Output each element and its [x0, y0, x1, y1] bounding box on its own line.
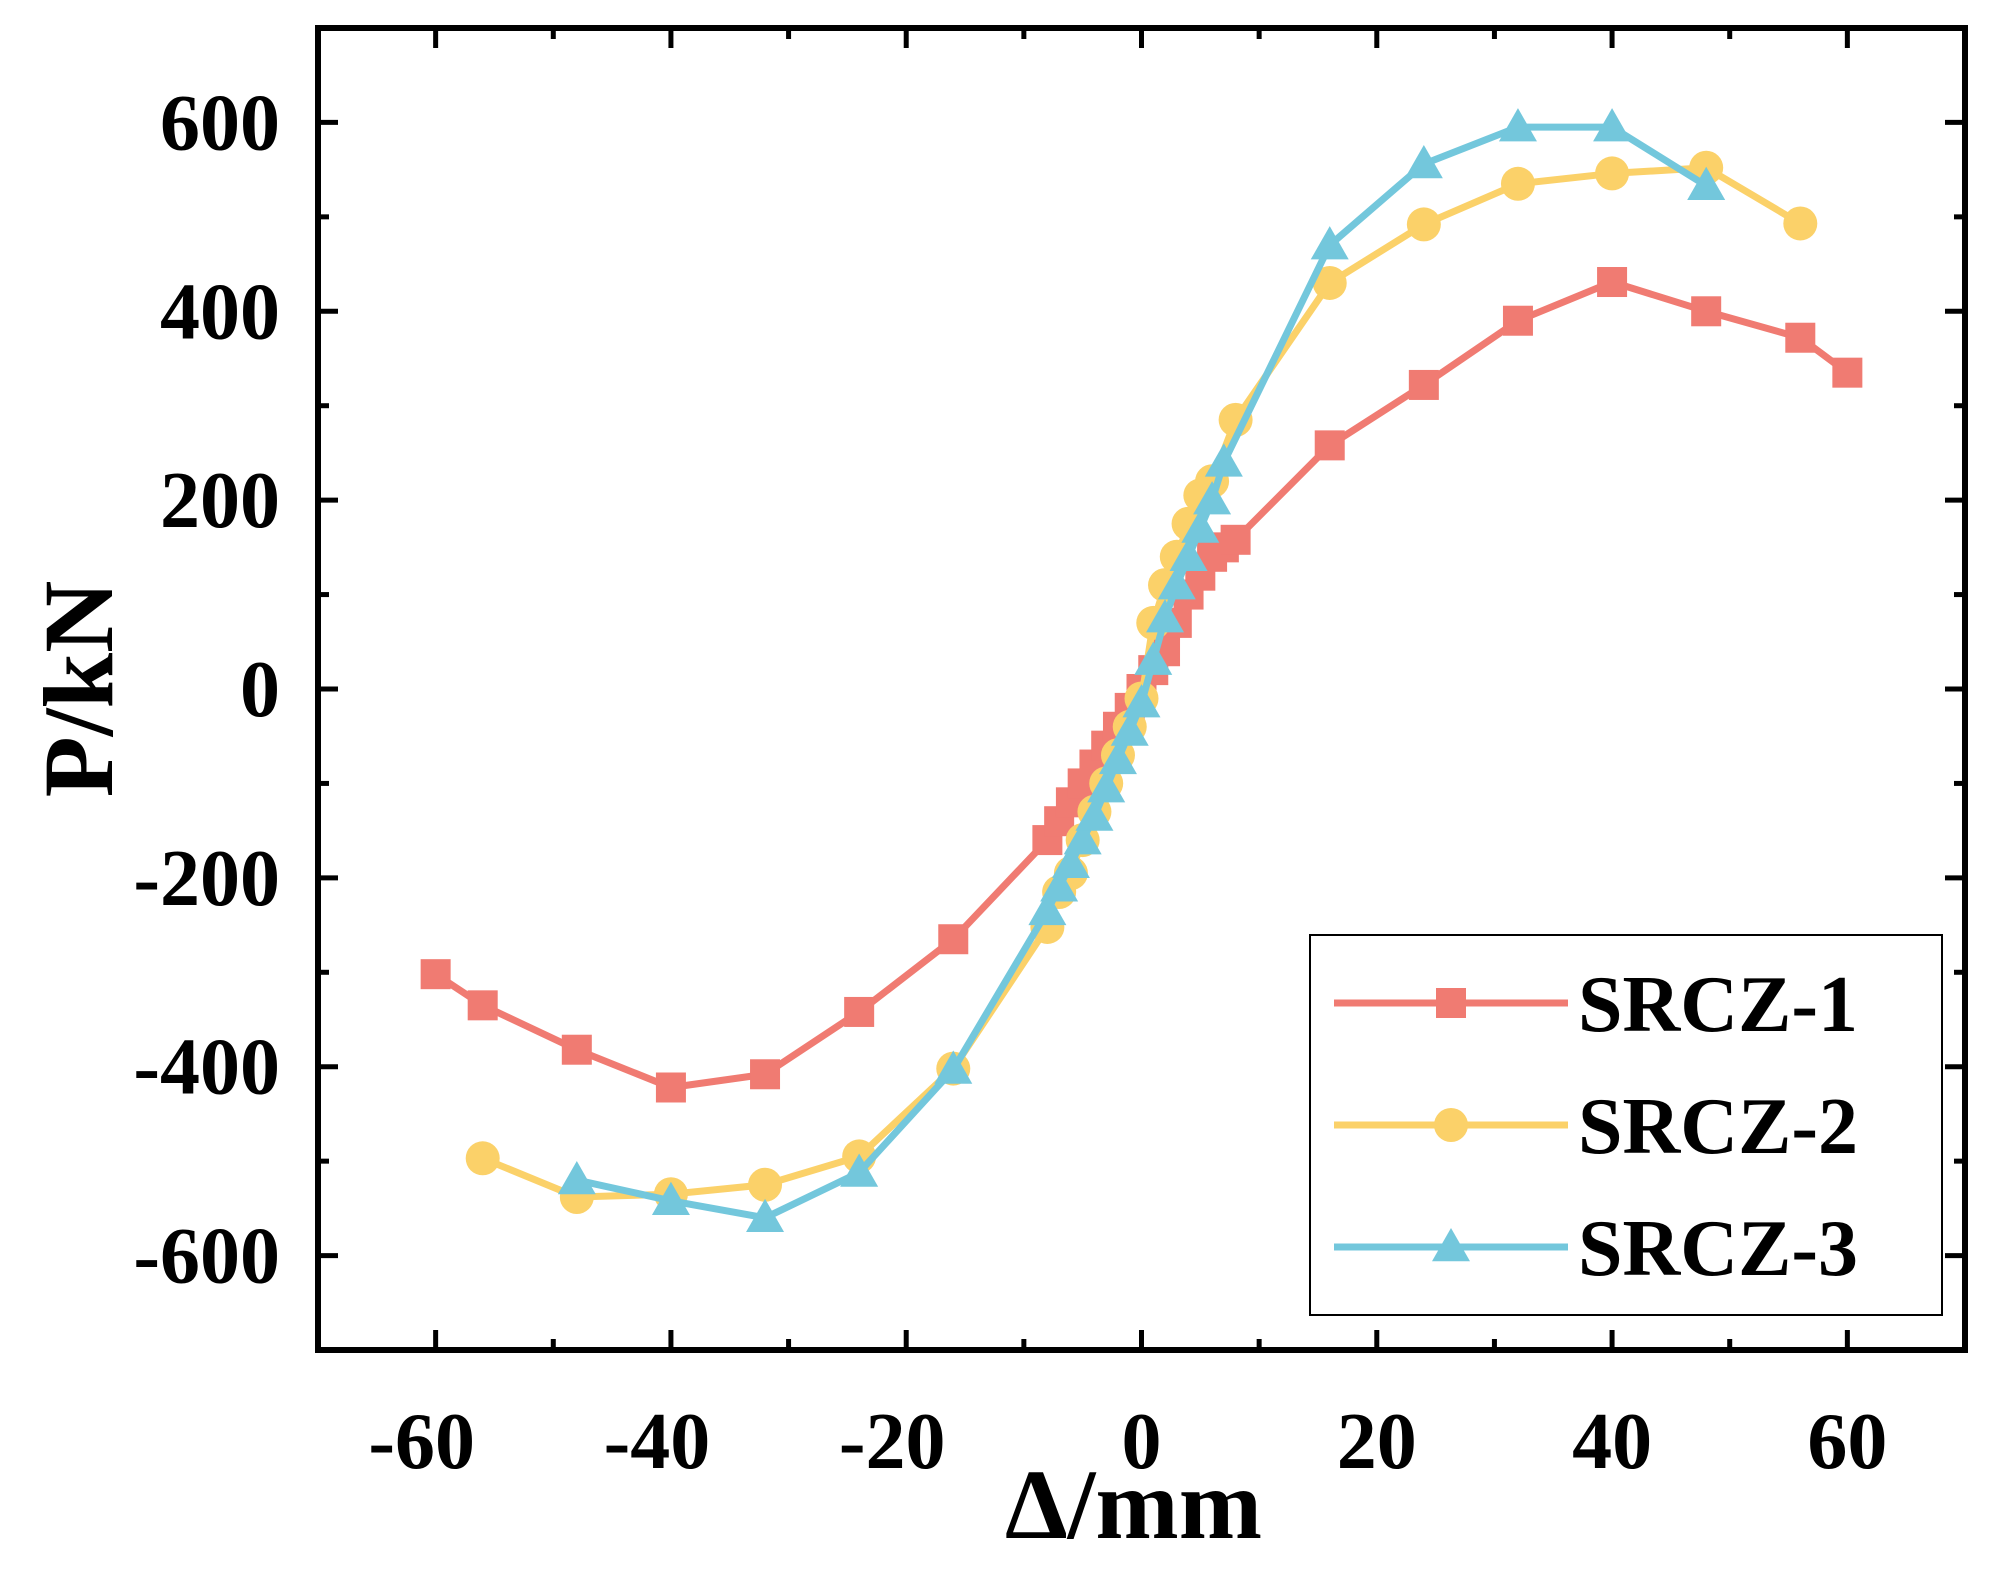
data-point: [1406, 207, 1441, 242]
data-point: [1498, 108, 1537, 142]
data-point: [1593, 108, 1632, 142]
x-tick-label: -40: [604, 1398, 711, 1486]
data-point: [746, 1198, 785, 1233]
data-point: [1408, 369, 1439, 400]
data-point: [1595, 156, 1630, 191]
data-point: [1051, 844, 1090, 878]
data-point: [938, 924, 969, 955]
data-point: [750, 1059, 781, 1090]
y-tick-label: 200: [160, 457, 280, 545]
data-point: [1687, 166, 1726, 200]
data-point: [1314, 430, 1345, 461]
data-point: [1404, 144, 1443, 179]
data-point: [1157, 566, 1196, 600]
x-tick-label: 20: [1337, 1398, 1417, 1486]
data-point: [1220, 524, 1251, 555]
data-point: [1783, 206, 1818, 241]
data-point: [1134, 641, 1173, 675]
axis-ticks: [318, 28, 1965, 1350]
data-point: [1075, 797, 1114, 831]
data-point: [1087, 769, 1126, 803]
x-tick-label: -20: [839, 1398, 946, 1486]
legend-label: SRCZ-3: [1578, 1205, 1858, 1293]
y-tick-label: 0: [240, 646, 280, 734]
y-tick-label: 400: [160, 268, 280, 356]
data-point: [1146, 599, 1185, 633]
data-point: [1193, 481, 1232, 515]
data-point: [467, 990, 498, 1021]
x-tick-label: -60: [368, 1398, 475, 1486]
data-point: [1181, 509, 1220, 543]
data-point: [1785, 322, 1816, 353]
legend-label: SRCZ-1: [1578, 961, 1858, 1049]
data-point: [1098, 740, 1137, 775]
data-point: [840, 1153, 879, 1187]
y-tick-label: 600: [160, 79, 280, 167]
data-point: [1169, 537, 1208, 572]
data-point: [420, 959, 451, 990]
legend-marker: [1434, 1108, 1468, 1142]
data-point: [934, 1050, 973, 1084]
y-tick-label: -400: [133, 1024, 280, 1112]
data-point: [561, 1034, 592, 1065]
data-point: [1028, 891, 1067, 926]
data-point: [1040, 868, 1079, 902]
data-point: [655, 1072, 686, 1103]
y-tick-label: -200: [133, 835, 280, 923]
legend-marker: [1436, 988, 1466, 1018]
data-point: [1204, 443, 1243, 477]
data-point: [557, 1161, 596, 1195]
plot-area: [420, 108, 1863, 1233]
data-point: [1597, 267, 1628, 298]
legend-label: SRCZ-2: [1578, 1083, 1858, 1171]
data-point: [465, 1141, 500, 1176]
data-point: [1122, 684, 1161, 718]
data-point: [1502, 305, 1533, 336]
data-point: [1110, 712, 1149, 746]
data-point: [1691, 296, 1722, 327]
data-point: [1500, 166, 1535, 201]
data-point: [748, 1167, 783, 1202]
data-point: [1063, 821, 1102, 855]
x-tick-label: 40: [1572, 1398, 1652, 1486]
data-point: [844, 996, 875, 1027]
data-point: [1312, 265, 1347, 300]
legend: SRCZ-1 SRCZ-2 SRCZ-3: [1309, 934, 1943, 1316]
series-srcz-3: [557, 108, 1726, 1233]
x-axis-title: Δ/mm: [1005, 1449, 1262, 1560]
legend-marker: [1432, 1228, 1470, 1262]
y-tick-label: -600: [133, 1213, 280, 1301]
data-point: [651, 1181, 690, 1216]
data-point: [1310, 226, 1349, 260]
data-point: [1832, 357, 1863, 388]
x-tick-label: 60: [1807, 1398, 1887, 1486]
x-tick-label: 0: [1122, 1398, 1162, 1486]
y-axis-title: P/kN: [23, 581, 134, 798]
